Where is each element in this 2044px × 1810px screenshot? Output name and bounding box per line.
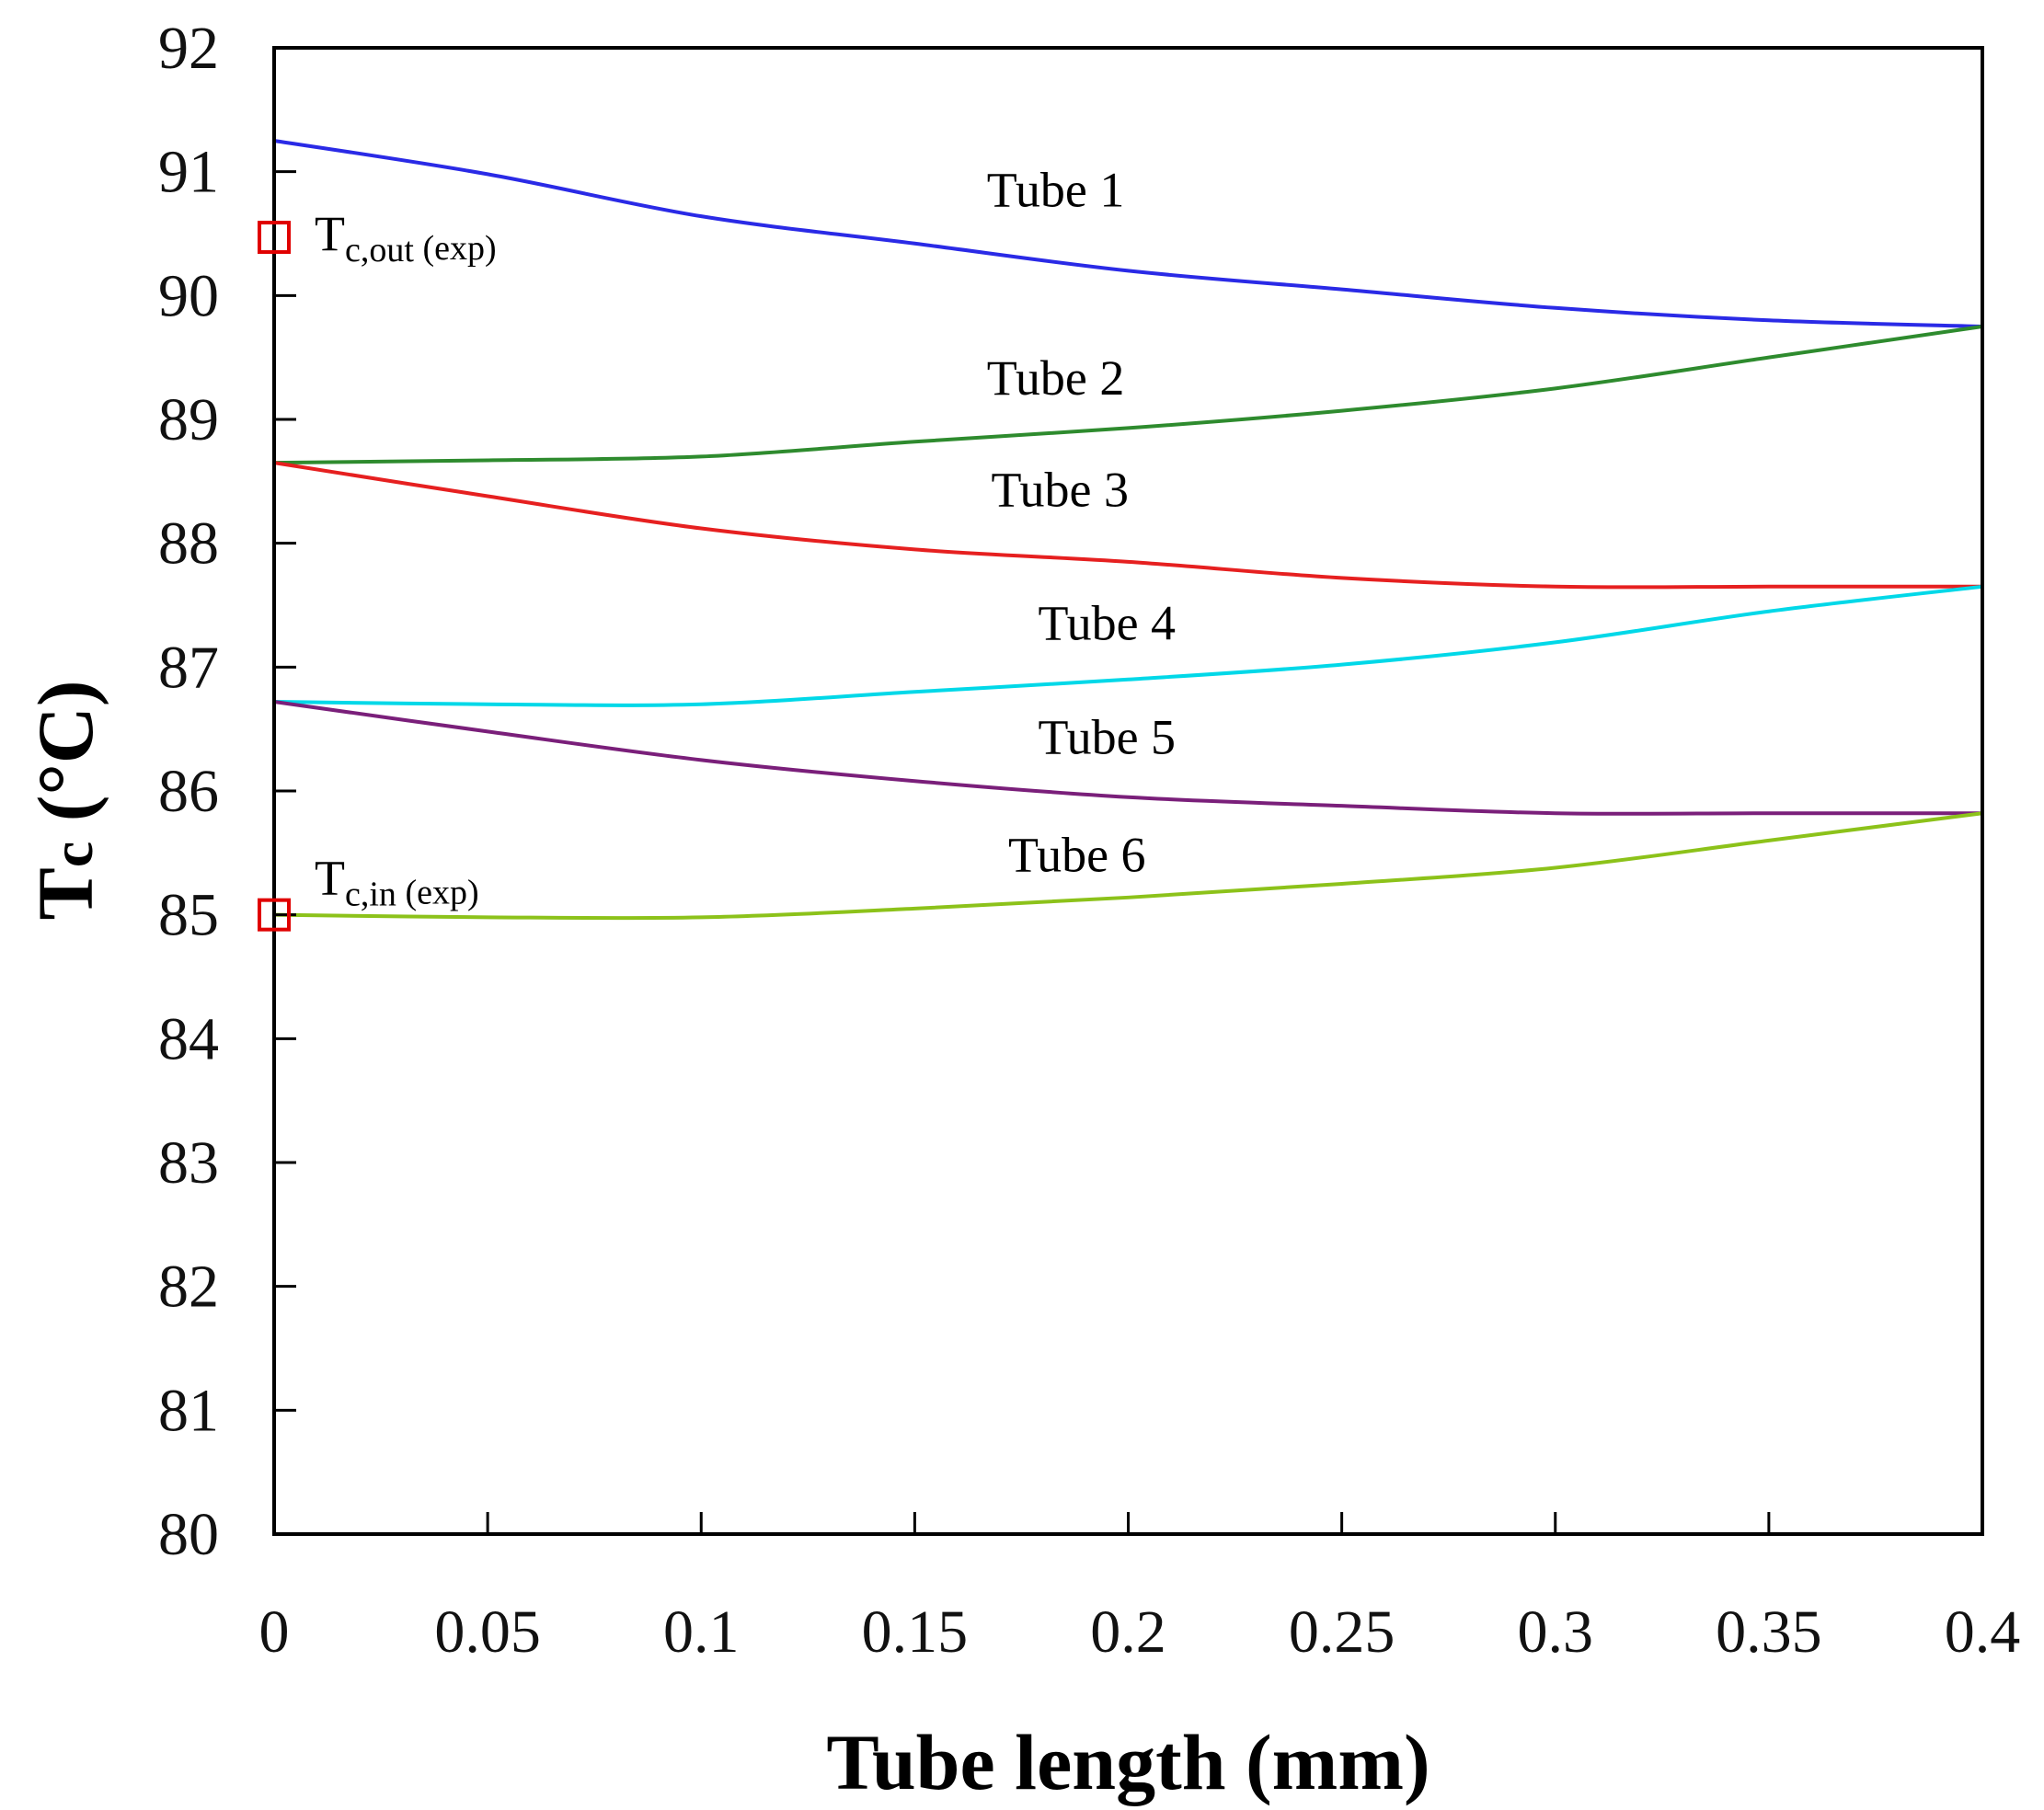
experimental-points: Tc,out (exp) Tc,in (exp) xyxy=(258,206,497,932)
x-tick-label: 0.25 xyxy=(1289,1598,1395,1666)
y-tick-label: 84 xyxy=(158,1005,219,1072)
y-tick-label: 80 xyxy=(158,1501,219,1568)
series-line-tube-6 xyxy=(273,811,1983,921)
y-tick-label: 83 xyxy=(158,1129,219,1197)
experimental-label: Tc,out (exp) xyxy=(315,206,497,269)
series-line-tube-2 xyxy=(273,325,1983,465)
x-tick-label: 0.15 xyxy=(862,1598,969,1666)
experimental-label: Tc,in (exp) xyxy=(315,851,479,914)
y-tick-label: 85 xyxy=(158,882,219,949)
y-axis-label-unit: (°C) xyxy=(21,680,109,841)
y-axis-label-sub: c xyxy=(40,842,105,867)
series-label-tube-6: Tube 6 xyxy=(1008,828,1146,883)
axis-ticks: 0 0.05 0.1 0.15 0.2 0.25 0.3 0.35 0.4 80 81 82 83 84 8… xyxy=(158,15,2020,1666)
experimental-marker xyxy=(258,898,291,932)
x-tick-label: 0.4 xyxy=(1945,1598,2021,1666)
y-tick-label: 91 xyxy=(158,139,219,206)
series-label-tube-1: Tube 1 xyxy=(987,162,1125,217)
experimental-marker xyxy=(258,221,291,255)
series-line-tube-3 xyxy=(273,461,1982,590)
x-tick-label: 0.2 xyxy=(1090,1598,1166,1666)
y-tick-label: 81 xyxy=(158,1377,219,1444)
series-line-tube-1 xyxy=(273,139,1983,328)
series-line-tube-5 xyxy=(273,700,1982,816)
x-tick-label: 0.1 xyxy=(663,1598,740,1666)
y-tick-label: 92 xyxy=(158,15,219,82)
series-label-tube-4: Tube 4 xyxy=(1039,596,1177,651)
y-tick-label: 88 xyxy=(158,510,219,578)
series-label-tube-3: Tube 3 xyxy=(991,462,1129,517)
series-label-tube-5: Tube 5 xyxy=(1039,710,1177,765)
x-axis-label: Tube length (mm) xyxy=(826,1718,1430,1806)
y-tick-label: 86 xyxy=(158,758,219,825)
x-tick-label: 0 xyxy=(259,1598,290,1666)
y-axis-label: Tc (°C) xyxy=(21,680,109,920)
series-label-tube-2: Tube 2 xyxy=(987,350,1125,406)
y-tick-label: 89 xyxy=(158,386,219,453)
series-lines xyxy=(273,139,1983,921)
x-tick-label: 0.3 xyxy=(1518,1598,1594,1666)
y-tick-label: 82 xyxy=(158,1254,219,1321)
series-line-tube-4 xyxy=(273,584,1983,707)
x-tick-label: 0.35 xyxy=(1716,1598,1822,1666)
y-tick-label: 87 xyxy=(158,634,219,701)
y-tick-label: 90 xyxy=(158,262,219,329)
y-axis-label-main: T xyxy=(21,867,109,920)
series-labels: Tube 1 Tube 2 Tube 3 Tube 4 Tube 5 Tube 6 xyxy=(987,162,1176,882)
x-tick-label: 0.05 xyxy=(434,1598,541,1666)
